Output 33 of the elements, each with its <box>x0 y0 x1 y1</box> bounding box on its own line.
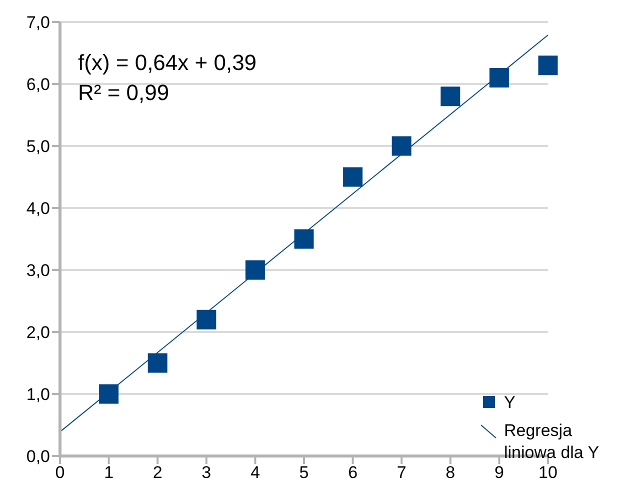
x-tick-label: 9 <box>494 463 504 482</box>
x-tick-label: 3 <box>202 463 212 482</box>
y-tick-label: 2,0 <box>26 323 50 342</box>
point <box>245 260 265 280</box>
point <box>489 68 509 88</box>
y-tick-label: 5,0 <box>26 137 50 156</box>
point <box>294 229 314 249</box>
legend-label: Regresja liniowa dla Y <box>504 420 600 464</box>
point <box>392 136 412 156</box>
x-tick-label: 0 <box>55 463 65 482</box>
y-tick-label: 7,0 <box>26 13 50 32</box>
legend-label: Y <box>504 392 516 414</box>
x-tick-label: 10 <box>538 463 558 482</box>
x-tick-label: 1 <box>104 463 114 482</box>
y-tick-label: 4,0 <box>26 199 50 218</box>
y-tick-label: 3,0 <box>26 261 50 280</box>
x-tick-label: 2 <box>152 463 162 482</box>
x-tick-label: 6 <box>348 463 358 482</box>
point <box>99 384 119 404</box>
annotation: f(x) = 0,64x + 0,39 <box>78 49 257 77</box>
x-tick-label: 7 <box>396 463 406 482</box>
y-tick-label: 0,0 <box>26 447 50 466</box>
point <box>440 86 460 106</box>
y-tick-label: 6,0 <box>26 75 50 94</box>
x-tick-label: 4 <box>250 463 260 482</box>
point <box>538 56 558 76</box>
x-tick-label: 8 <box>446 463 456 482</box>
x-tick-label: 5 <box>299 463 309 482</box>
point <box>196 310 216 330</box>
y-tick-label: 1,0 <box>26 385 50 404</box>
point <box>148 353 168 373</box>
annotation: R² = 0,99 <box>78 79 170 107</box>
point <box>343 167 363 187</box>
